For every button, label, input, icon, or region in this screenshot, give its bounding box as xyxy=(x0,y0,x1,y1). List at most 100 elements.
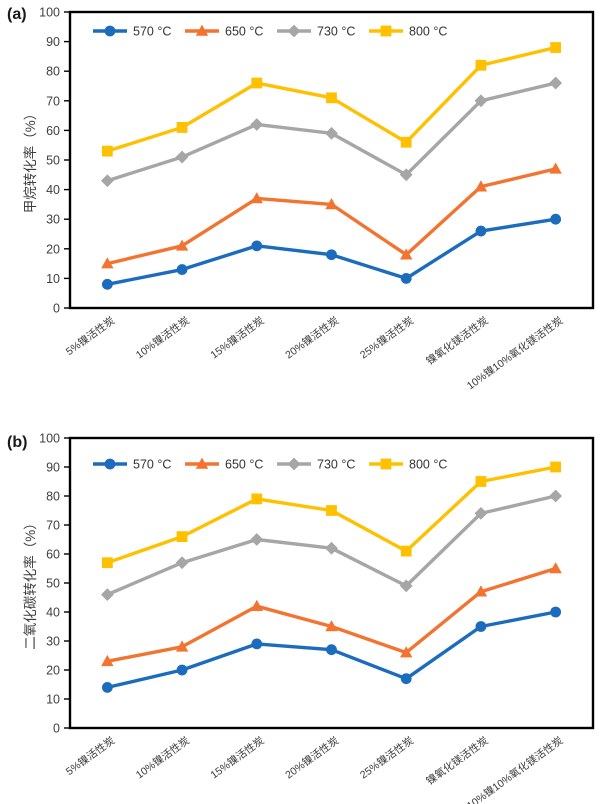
y-axis-title-b: 二氧化碳转化率（%） xyxy=(23,516,38,650)
y-tick-label: 20 xyxy=(46,242,60,256)
category-label: 5%镍活性炭 xyxy=(63,734,117,778)
data-point-marker xyxy=(399,168,413,182)
data-point-marker xyxy=(175,640,189,652)
y-tick-label: 30 xyxy=(46,635,60,649)
y-tick-label: 60 xyxy=(46,548,60,562)
data-point-marker xyxy=(175,556,189,570)
legend-swatch-marker xyxy=(195,457,209,469)
data-point-marker xyxy=(326,249,337,261)
data-point-marker xyxy=(326,644,337,656)
data-point-marker xyxy=(550,42,562,53)
data-point-marker xyxy=(250,533,264,546)
y-tick-label: 50 xyxy=(46,154,60,168)
category-label: 15%镍活性炭 xyxy=(208,314,267,362)
data-point-marker xyxy=(175,239,189,251)
legend-label: 730 °C xyxy=(317,458,355,472)
chart-b-canvas: 0 10 20 30 40 50 60 70 80 90 100 5%镍活性炭 10%镍活性炭 15%镍活… xyxy=(39,432,595,804)
panel-label-b: (b) xyxy=(7,434,28,451)
data-point-marker xyxy=(101,682,113,693)
y-tick-label: 30 xyxy=(46,213,60,227)
legend-swatch-marker xyxy=(104,25,116,37)
y-tick-label: 80 xyxy=(46,65,60,79)
y-tick-label: 40 xyxy=(46,606,60,620)
y-tick-label: 70 xyxy=(46,94,60,108)
y-tick-label: 20 xyxy=(46,664,60,678)
data-point-marker xyxy=(474,180,488,192)
data-point-marker xyxy=(400,248,413,260)
category-label: 10%镍活性炭 xyxy=(133,314,192,362)
panel-label-a: (a) xyxy=(7,6,27,23)
data-point-marker xyxy=(400,273,412,284)
legend-label: 730 °C xyxy=(317,25,355,39)
data-point-marker xyxy=(101,257,114,269)
data-point-marker xyxy=(549,562,562,574)
y-tick-label: 60 xyxy=(46,124,60,138)
category-label: 10%镍活性炭 xyxy=(133,734,192,782)
data-point-marker xyxy=(326,505,337,516)
plot-border xyxy=(68,436,595,730)
data-point-marker xyxy=(474,585,488,597)
data-point-marker xyxy=(176,264,188,275)
category-label: 25%镍活性炭 xyxy=(357,734,416,782)
y-axis-title-a: 甲烷转化率（%） xyxy=(23,106,38,214)
data-point-marker xyxy=(251,77,263,89)
data-point-marker xyxy=(549,76,563,90)
data-point-marker xyxy=(250,599,263,611)
data-point-marker xyxy=(176,664,188,676)
category-label: 15%镍活性炭 xyxy=(208,734,267,782)
legend-swatch-marker xyxy=(287,24,301,38)
y-tick-label: 90 xyxy=(46,35,60,49)
data-point-marker xyxy=(175,150,189,164)
y-tick-label: 100 xyxy=(39,6,60,20)
y-tick-label: 0 xyxy=(53,302,60,316)
data-point-marker xyxy=(100,588,114,601)
data-point-marker xyxy=(475,621,487,632)
legend-label: 650 °C xyxy=(225,458,263,472)
data-point-marker xyxy=(474,94,488,108)
data-point-marker xyxy=(100,174,114,188)
data-point-marker xyxy=(101,557,113,569)
data-point-marker xyxy=(325,620,338,632)
data-point-marker xyxy=(251,493,263,505)
data-point-marker xyxy=(399,579,413,593)
y-tick-label: 40 xyxy=(46,183,60,197)
data-point-marker xyxy=(549,162,562,174)
data-point-marker xyxy=(251,240,263,252)
legend-label: 800 °C xyxy=(409,25,447,39)
plot-border xyxy=(68,10,595,310)
y-tick-label: 10 xyxy=(46,693,60,707)
data-point-marker xyxy=(176,122,188,133)
category-label: 5%镍活性炭 xyxy=(63,314,117,358)
data-point-marker xyxy=(400,136,412,148)
legend-swatch-marker xyxy=(380,25,392,37)
legend-swatch-marker xyxy=(104,458,116,470)
y-tick-label: 100 xyxy=(39,432,60,446)
legend-swatch-marker xyxy=(287,457,301,471)
legend-label: 570 °C xyxy=(133,25,171,39)
legend-label: 650 °C xyxy=(225,25,263,39)
data-point-marker xyxy=(325,198,338,210)
chart-panel-a: (a) 甲烷转化率（%） 0 10 20 30 40 50 60 70 80 90 100 5%镍活性… xyxy=(7,6,595,392)
data-point-marker xyxy=(101,654,114,667)
data-point-marker xyxy=(250,118,264,131)
category-label: 镍氧化镁活性炭 xyxy=(424,314,492,368)
data-point-marker xyxy=(400,673,412,685)
category-label: 20%镍活性炭 xyxy=(283,314,342,362)
data-point-marker xyxy=(250,192,263,204)
y-tick-label: 10 xyxy=(46,272,60,286)
y-tick-label: 50 xyxy=(46,577,60,591)
data-point-marker xyxy=(325,126,338,140)
data-point-marker xyxy=(400,646,413,658)
data-point-marker xyxy=(550,461,562,473)
data-point-marker xyxy=(549,489,563,503)
y-tick-label: 70 xyxy=(46,519,60,533)
y-tick-label: 0 xyxy=(53,722,60,736)
data-point-marker xyxy=(101,145,113,157)
legend-label: 800 °C xyxy=(409,458,447,472)
chart-a-canvas: 0 10 20 30 40 50 60 70 80 90 100 5%镍活性炭 10%镍活性炭 15%镍活… xyxy=(39,6,595,392)
data-point-marker xyxy=(475,476,487,487)
chart-panel-b: (b) 二氧化碳转化率（%） 0 10 20 30 40 50 60 70 80 90 100 5%镍… xyxy=(0,402,600,804)
legend-swatch-marker xyxy=(380,458,392,470)
data-point-marker xyxy=(251,638,263,650)
